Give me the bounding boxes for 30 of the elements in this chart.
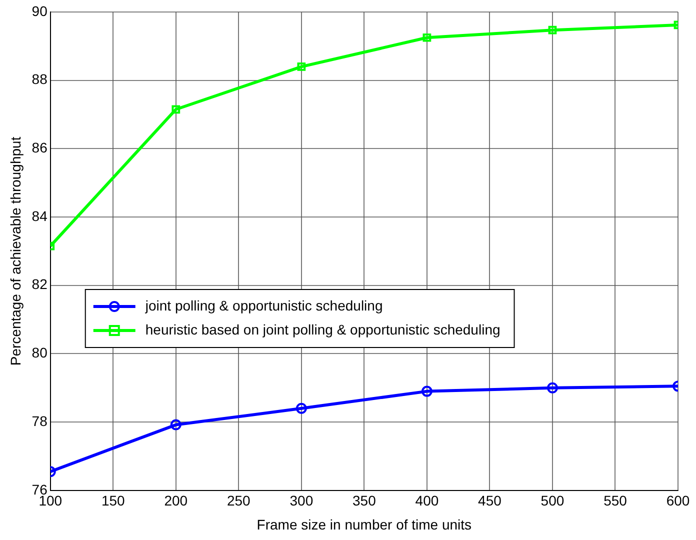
y-tick-label: 82 — [32, 276, 48, 292]
y-tick-label: 88 — [32, 71, 48, 88]
point — [296, 402, 307, 414]
x-tick-label: 300 — [290, 492, 314, 509]
point — [297, 62, 306, 71]
point — [546, 382, 558, 394]
y-axis-title: Percentage of achievable throughput — [7, 136, 24, 366]
x-tick-label: 450 — [478, 492, 502, 509]
x-tick-label: 150 — [101, 492, 126, 509]
x-tick-label: 550 — [604, 492, 628, 509]
y-tick-label: 86 — [32, 140, 48, 156]
x-tick-label: 500 — [540, 492, 564, 509]
x-tick-label: 400 — [415, 492, 439, 509]
point — [421, 386, 432, 397]
y-tick-label: 84 — [32, 208, 48, 224]
x-tick-label: 200 — [164, 492, 188, 509]
x-tick-label: 250 — [226, 492, 251, 509]
x-tick-label: 600 — [666, 492, 690, 509]
y-tick-label: 76 — [32, 481, 48, 498]
y-tick-label: 78 — [32, 412, 48, 429]
point — [422, 33, 432, 42]
point — [172, 105, 180, 114]
x-tick-label: 350 — [352, 492, 376, 509]
x-axis-title: Frame size in number of time units — [256, 516, 472, 532]
legend-label: joint polling & opportunistic scheduling — [144, 297, 383, 314]
y-tick-label: 90 — [32, 2, 48, 19]
y-tick-label: 80 — [32, 344, 48, 361]
point — [548, 26, 557, 34]
legend-label: heuristic based on joint polling & opportunistic scheduling — [145, 321, 500, 338]
point — [170, 419, 182, 430]
